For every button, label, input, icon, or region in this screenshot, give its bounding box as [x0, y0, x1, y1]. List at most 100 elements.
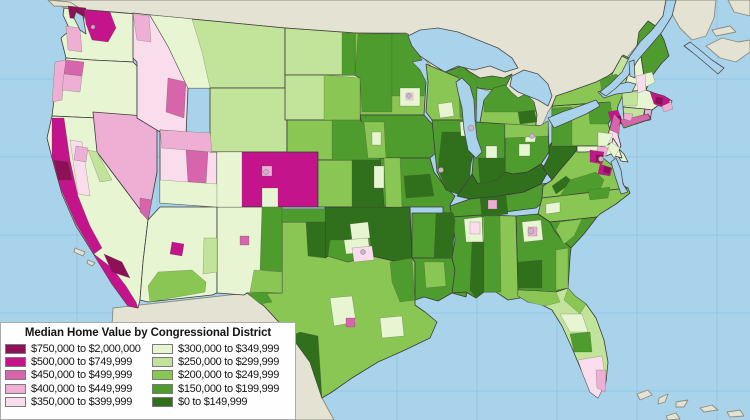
- district[interactable]: [559, 313, 589, 333]
- metro-cluster-denver: [263, 169, 269, 175]
- district[interactable]: [281, 208, 326, 223]
- district[interactable]: [185, 149, 209, 185]
- district[interactable]: [93, 253, 139, 309]
- legend-panel: Median Home Value by Congressional Distr…: [0, 322, 296, 420]
- district[interactable]: [87, 149, 113, 183]
- district[interactable]: [373, 165, 385, 189]
- district[interactable]: [477, 157, 506, 185]
- district[interactable]: [216, 151, 243, 208]
- district[interactable]: [518, 143, 531, 157]
- district[interactable]: [483, 215, 502, 293]
- district[interactable]: [202, 237, 218, 275]
- district[interactable]: [305, 221, 326, 259]
- district[interactable]: [379, 315, 405, 339]
- district[interactable]: [371, 131, 382, 146]
- vancouver-island: [47, 0, 79, 8]
- district[interactable]: [345, 317, 356, 328]
- district[interactable]: [83, 9, 117, 43]
- district[interactable]: [383, 157, 403, 208]
- district[interactable]: [555, 218, 583, 245]
- district[interactable]: [341, 32, 356, 76]
- district[interactable]: [349, 221, 371, 241]
- district[interactable]: [139, 197, 153, 221]
- district[interactable]: [469, 241, 485, 299]
- legend-swatch: [152, 397, 173, 408]
- st-lawrence-river: [599, 0, 677, 97]
- district[interactable]: [545, 201, 561, 215]
- legend-item: $350,000 to $399,999: [5, 396, 152, 409]
- district[interactable]: [517, 109, 538, 125]
- metro-cluster-seattle: [90, 24, 96, 30]
- state-wyoming[interactable]: [209, 87, 288, 153]
- district[interactable]: [159, 179, 218, 208]
- district[interactable]: [147, 269, 207, 303]
- district[interactable]: [621, 91, 639, 107]
- district[interactable]: [389, 257, 416, 303]
- legend-column-right: $300,000 to $349,999 $250,000 to $299,999…: [152, 342, 295, 409]
- district[interactable]: [620, 113, 651, 128]
- district[interactable]: [563, 287, 587, 315]
- legend-swatch: [152, 357, 173, 368]
- district[interactable]: [132, 13, 152, 43]
- district[interactable]: [103, 253, 131, 279]
- district[interactable]: [65, 25, 83, 53]
- district[interactable]: [602, 165, 612, 175]
- district[interactable]: [504, 120, 549, 139]
- district[interactable]: [485, 145, 498, 159]
- district[interactable]: [165, 77, 187, 119]
- legend-item-label: $300,000 to $349,999: [178, 342, 280, 355]
- metro-cluster-washington-dc: [598, 156, 604, 162]
- district[interactable]: [239, 235, 250, 246]
- district[interactable]: [63, 59, 85, 77]
- district[interactable]: [517, 259, 543, 289]
- legend-item: $0 to $149,999: [152, 396, 295, 409]
- district[interactable]: [487, 199, 498, 210]
- district[interactable]: [51, 59, 67, 103]
- district[interactable]: [433, 212, 456, 259]
- district[interactable]: [635, 73, 647, 94]
- legend-item: $250,000 to $299,999: [152, 355, 295, 368]
- district[interactable]: [261, 187, 279, 208]
- lake-michigan: [455, 77, 483, 159]
- district[interactable]: [483, 84, 537, 113]
- district[interactable]: [587, 186, 611, 201]
- district[interactable]: [423, 261, 447, 289]
- district[interactable]: [609, 113, 621, 135]
- legend-item-label: $450,000 to $499,999: [31, 369, 133, 382]
- legend-item: $450,000 to $499,999: [5, 369, 152, 382]
- legend-item-label: $350,000 to $399,999: [31, 396, 133, 409]
- district[interactable]: [597, 131, 614, 147]
- district[interactable]: [595, 369, 607, 393]
- metro-cluster-atlanta: [527, 227, 535, 235]
- district[interactable]: [555, 247, 569, 291]
- district[interactable]: [149, 14, 211, 89]
- district[interactable]: [469, 221, 481, 235]
- new-brunswick: [671, 0, 717, 41]
- district[interactable]: [569, 331, 593, 353]
- district[interactable]: [654, 96, 664, 106]
- channel-island: [86, 259, 96, 267]
- district[interactable]: [403, 173, 435, 199]
- district[interactable]: [61, 73, 83, 93]
- district[interactable]: [51, 117, 103, 255]
- district[interactable]: [517, 289, 561, 307]
- district[interactable]: [169, 241, 185, 257]
- district[interactable]: [249, 269, 283, 294]
- district[interactable]: [53, 159, 73, 181]
- legend-item-label: $400,000 to $449,999: [31, 382, 133, 395]
- metro-cluster-detroit: [529, 133, 535, 139]
- lake-champlain: [628, 59, 636, 79]
- district[interactable]: [437, 101, 455, 119]
- district[interactable]: [323, 74, 361, 121]
- district[interactable]: [623, 112, 634, 122]
- district[interactable]: [73, 145, 89, 163]
- district[interactable]: [246, 291, 273, 305]
- legend-swatch: [5, 343, 26, 354]
- district[interactable]: [661, 101, 674, 113]
- district[interactable]: [159, 129, 213, 153]
- legend-item-label: $250,000 to $299,999: [178, 356, 280, 369]
- district[interactable]: [259, 206, 283, 273]
- district[interactable]: [607, 141, 621, 159]
- legend-item-label: $0 to $149,999: [178, 396, 248, 409]
